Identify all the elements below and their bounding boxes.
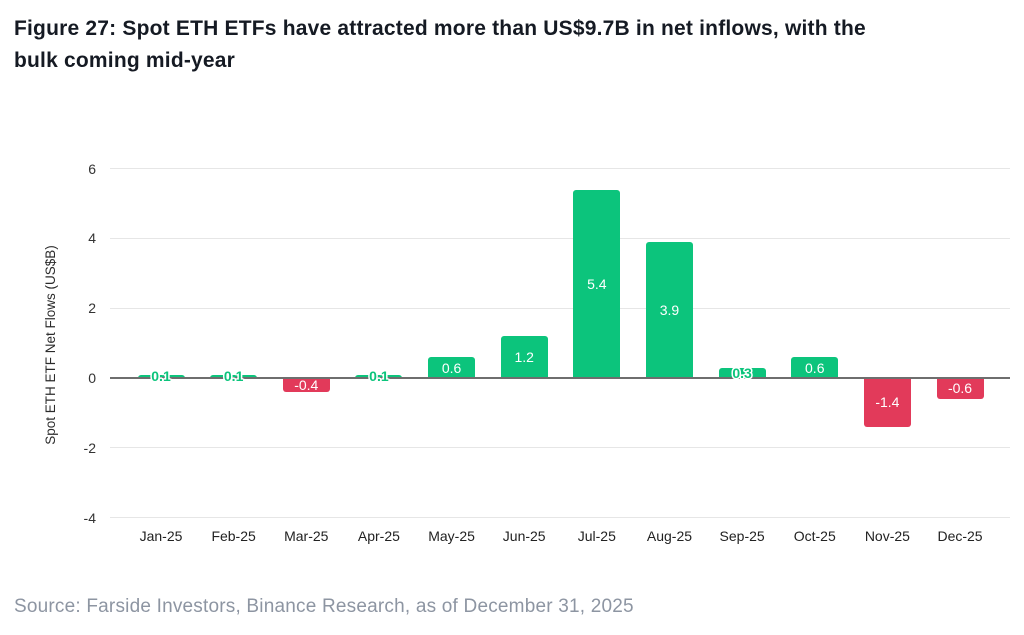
- bar-value-label: 0.3: [732, 364, 752, 381]
- bar: [936, 378, 984, 399]
- x-tick-label: Oct-25: [793, 528, 836, 544]
- bar-value-label: 5.4: [587, 275, 607, 292]
- bar: [137, 374, 185, 378]
- x-tick-label: Jun-25: [502, 528, 546, 544]
- bar: [210, 374, 258, 378]
- bar-value-label: 0.1: [151, 368, 171, 385]
- x-tick-label: Jul-25: [577, 528, 616, 544]
- gridline: [110, 517, 1010, 519]
- bar: [573, 189, 621, 378]
- y-tick-label: -2: [83, 439, 96, 456]
- source-note: Source: Farside Investors, Binance Resea…: [14, 596, 634, 617]
- x-tick-label: Nov-25: [864, 528, 910, 544]
- y-tick-label: 0: [88, 370, 96, 386]
- bar-value-label: 3.9: [659, 301, 680, 318]
- x-tick-label: Dec-25: [937, 528, 983, 544]
- y-tick-label: 2: [88, 300, 96, 317]
- bar-value-label: -1.4: [875, 394, 900, 411]
- x-tick-label: Jan-25: [139, 528, 183, 544]
- figure-title-line2: bulk coming mid-year: [14, 48, 236, 72]
- bar-value-label: 0.1: [223, 368, 244, 385]
- gridline: [110, 447, 1010, 449]
- bar-value-label: -0.4: [294, 376, 319, 393]
- x-tick-label: May-25: [428, 528, 475, 544]
- x-tick-label: Feb-25: [211, 528, 256, 544]
- bar-value-label: 0.6: [441, 359, 462, 376]
- bar: [718, 367, 766, 378]
- y-tick-label: 4: [88, 230, 96, 247]
- bar: [428, 357, 476, 378]
- x-tick-label: Sep-25: [719, 528, 765, 544]
- bar: [500, 336, 548, 378]
- gridline: [110, 237, 1010, 239]
- figure-title: Figure 27: Spot ETH ETFs have attracted …: [14, 13, 1009, 76]
- bar-value-label: 0.6: [805, 359, 825, 376]
- gridline: [110, 168, 1010, 170]
- x-tick-label: Aug-25: [646, 528, 693, 544]
- gridline: [110, 307, 1010, 309]
- x-tick-label: Mar-25: [284, 528, 329, 544]
- bar: [282, 378, 330, 392]
- figure-title-line1: Figure 27: Spot ETH ETFs have attracted …: [14, 17, 866, 40]
- y-tick-label: -4: [83, 509, 96, 526]
- y-tick-label: 6: [88, 160, 96, 177]
- bar: [355, 374, 403, 378]
- bar: [645, 241, 693, 378]
- bar: [863, 378, 911, 427]
- bar-value-label: -0.6: [947, 380, 973, 397]
- zero-axis-line: [110, 377, 1010, 379]
- bar-value-label: 1.2: [514, 349, 534, 366]
- x-tick-label: Apr-25: [357, 528, 400, 544]
- bar: [791, 357, 839, 378]
- bar-value-label: 0.1: [369, 368, 389, 385]
